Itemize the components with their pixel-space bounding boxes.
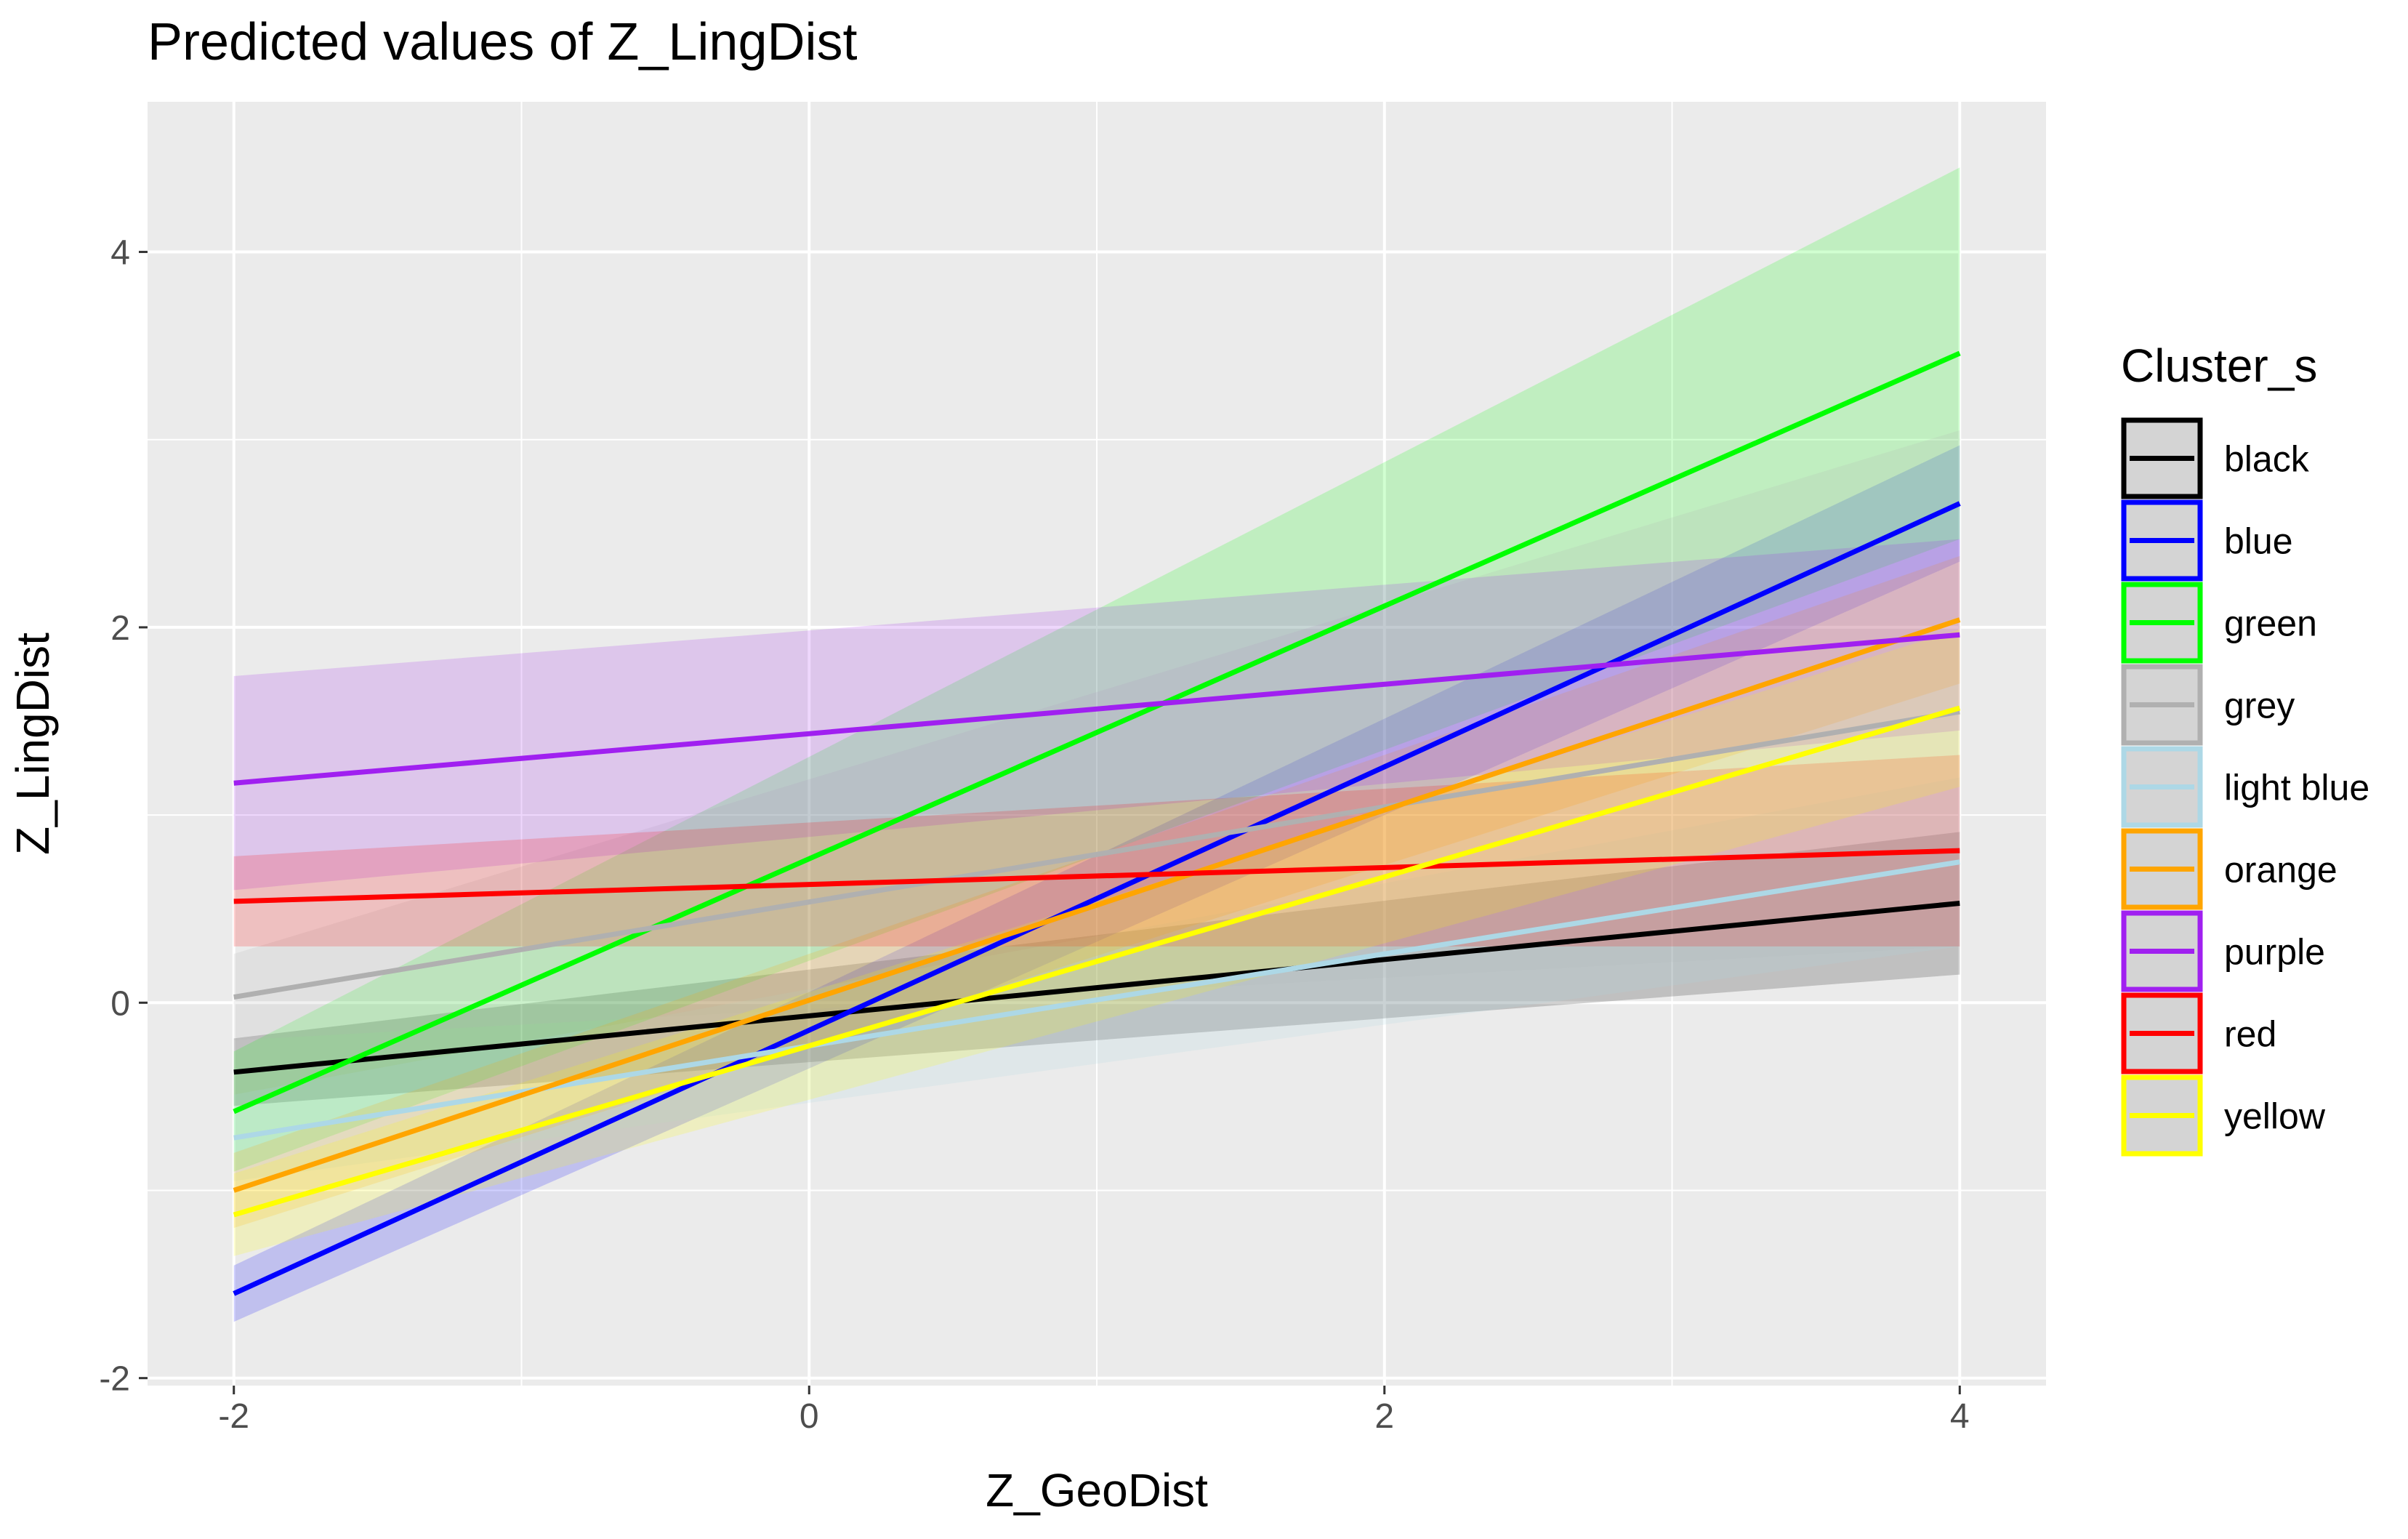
y-tick-label: 2	[110, 609, 130, 648]
y-axis-title: Z_LingDist	[7, 632, 59, 855]
legend-label: yellow	[2224, 1096, 2326, 1137]
legend-label: orange	[2224, 850, 2337, 891]
line-yellow	[233, 705, 1961, 1218]
legend-item-yellow: yellow	[2121, 1074, 2326, 1157]
legend-label: blue	[2224, 521, 2293, 562]
y-tick-label: 0	[110, 984, 130, 1023]
y-tick-label: 4	[110, 234, 130, 273]
x-tick-label: -2	[218, 1397, 249, 1436]
legend-item-purple: purple	[2121, 910, 2325, 992]
legend-items: black blue green grey light blue orange purple…	[2121, 417, 2369, 1157]
chart-title: Predicted values of Z_LingDist	[148, 13, 858, 71]
legend-item-red: red	[2121, 992, 2276, 1074]
ribbon-yellow	[233, 629, 1960, 1256]
line-orange	[233, 617, 1961, 1193]
legend-item-blue: blue	[2121, 499, 2293, 582]
legend-title: Cluster_s	[2121, 339, 2317, 392]
legend-label: green	[2224, 603, 2317, 644]
line-red	[233, 848, 1960, 904]
ribbon-purple	[233, 539, 1960, 891]
ribbon-orange	[233, 555, 1960, 1229]
ribbon-black	[233, 832, 1960, 1106]
legend-item-black: black	[2121, 417, 2310, 499]
legend-label: light blue	[2224, 768, 2369, 808]
axes: -2 0 2 4 -2 0 2 4	[99, 234, 1969, 1436]
legend-item-light-blue: light blue	[2121, 746, 2369, 828]
line-green	[233, 350, 1961, 1114]
ribbon-blue	[233, 445, 1960, 1322]
legend-label: grey	[2224, 686, 2295, 726]
legend-label: red	[2224, 1014, 2276, 1055]
line-purple	[233, 632, 1960, 786]
series-lines	[233, 350, 1961, 1296]
ribbon-red	[233, 755, 1960, 947]
legend: Cluster_s black blue green grey light blue or…	[2121, 339, 2369, 1157]
legend-label: purple	[2224, 932, 2325, 973]
grid	[148, 102, 2046, 1386]
line-blue	[233, 501, 1961, 1296]
line-grey	[233, 709, 1960, 1000]
line-light-blue	[233, 859, 1960, 1141]
legend-item-orange: orange	[2121, 828, 2337, 910]
ribbon-light-blue	[233, 777, 1960, 1181]
legend-label: black	[2224, 439, 2310, 480]
legend-item-green: green	[2121, 582, 2317, 664]
x-tick-label: 2	[1374, 1397, 1394, 1436]
line-black	[233, 900, 1960, 1075]
x-tick-label: 4	[1950, 1397, 1970, 1436]
x-tick-label: 0	[800, 1397, 819, 1436]
y-tick-label: -2	[99, 1360, 130, 1399]
x-axis-title: Z_GeoDist	[986, 1464, 1208, 1516]
legend-item-grey: grey	[2121, 664, 2295, 746]
